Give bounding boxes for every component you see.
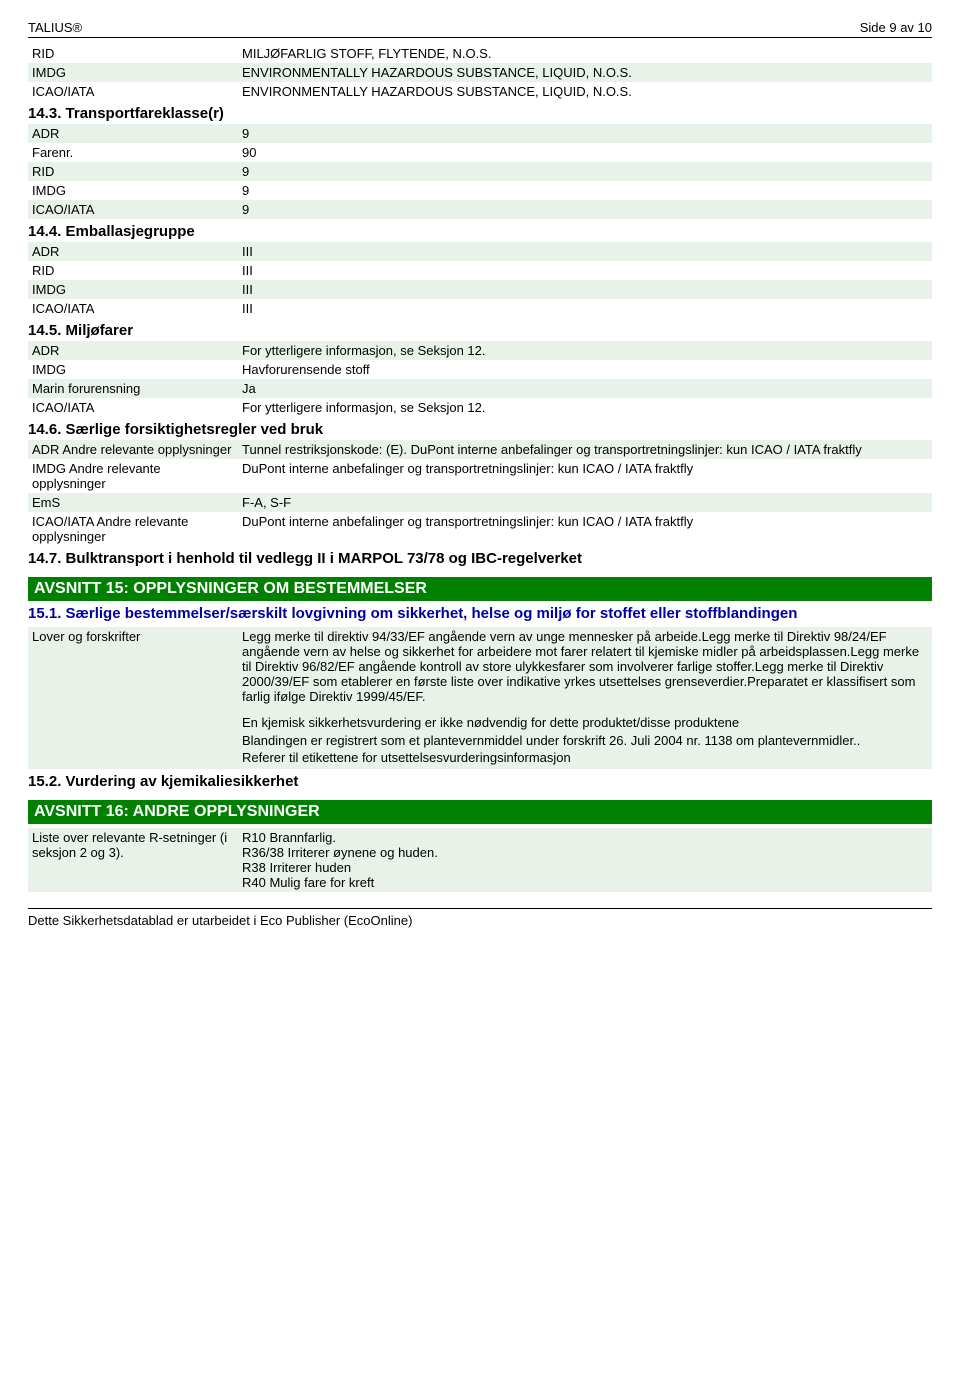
row-label: ADR — [28, 124, 238, 143]
r-phrase: R38 Irriterer huden — [242, 860, 928, 875]
table-row: Lover og forskrifter Legg merke til dire… — [28, 627, 932, 769]
heading-144: 14.4. Emballasjegruppe — [28, 223, 932, 240]
row-value: DuPont interne anbefalinger og transport… — [238, 512, 932, 546]
row-label: IMDG — [28, 181, 238, 200]
heading-147: 14.7. Bulktransport i henhold til vedleg… — [28, 550, 932, 567]
page-container: TALIUS® Side 9 av 10 RID MILJØFARLIG STO… — [0, 0, 960, 948]
table-row: IMDG Andre relevante opplysningerDuPont … — [28, 459, 932, 493]
heading-146: 14.6. Særlige forsiktighetsregler ved br… — [28, 421, 932, 438]
header-title: TALIUS® — [28, 20, 82, 35]
row-label: IMDG — [28, 63, 238, 82]
row-value: III — [238, 280, 932, 299]
table-row: Marin forurensningJa — [28, 379, 932, 398]
heading-152: 15.2. Vurdering av kjemikaliesikkerhet — [28, 773, 932, 790]
paragraph-line: En kjemisk sikkerhetsvurdering er ikke n… — [242, 714, 928, 732]
table-row: RIDIII — [28, 261, 932, 280]
row-label: Marin forurensning — [28, 379, 238, 398]
row-value: 90 — [238, 143, 932, 162]
table-row: ICAO/IATA Andre relevante opplysningerDu… — [28, 512, 932, 546]
row-value: III — [238, 261, 932, 280]
row-value: Havforurensende stoff — [238, 360, 932, 379]
table-row: IMDG ENVIRONMENTALLY HAZARDOUS SUBSTANCE… — [28, 63, 932, 82]
row-label: ADR — [28, 341, 238, 360]
section-16-bar: AVSNITT 16: ANDRE OPPLYSNINGER — [28, 800, 932, 824]
row-value: DuPont interne anbefalinger og transport… — [238, 459, 932, 493]
table-row: ICAO/IATAFor ytterligere informasjon, se… — [28, 398, 932, 417]
row-label: Liste over relevante R-setninger (i seks… — [28, 828, 238, 892]
row-value: 9 — [238, 124, 932, 143]
row-label: Farenr. — [28, 143, 238, 162]
table-row: RID9 — [28, 162, 932, 181]
table-row: ICAO/IATA9 — [28, 200, 932, 219]
row-value: 9 — [238, 200, 932, 219]
table-row: ADRIII — [28, 242, 932, 261]
row-value: 9 — [238, 162, 932, 181]
table-row: ICAO/IATAIII — [28, 299, 932, 318]
row-label: ICAO/IATA — [28, 299, 238, 318]
table-row: ADR Andre relevante opplysningerTunnel r… — [28, 440, 932, 459]
paragraph-block: En kjemisk sikkerhetsvurdering er ikke n… — [242, 714, 928, 767]
paragraph-line: Blandingen er registrert som et planteve… — [242, 732, 928, 750]
table-143: ADR9 Farenr.90 RID9 IMDG9 ICAO/IATA9 — [28, 124, 932, 219]
table-146: ADR Andre relevante opplysningerTunnel r… — [28, 440, 932, 546]
row-value: For ytterligere informasjon, se Seksjon … — [238, 341, 932, 360]
row-label: RID — [28, 162, 238, 181]
row-value: R10 Brannfarlig. R36/38 Irriterer øynene… — [238, 828, 932, 892]
heading-143: 14.3. Transportfareklasse(r) — [28, 105, 932, 122]
row-value: ENVIRONMENTALLY HAZARDOUS SUBSTANCE, LIQ… — [238, 82, 932, 101]
row-label: RID — [28, 261, 238, 280]
paragraph: Legg merke til direktiv 94/33/EF angåend… — [242, 629, 928, 704]
table-row: Farenr.90 — [28, 143, 932, 162]
row-value: F-A, S-F — [238, 493, 932, 512]
row-label: ADR Andre relevante opplysninger — [28, 440, 238, 459]
r-phrase: R40 Mulig fare for kreft — [242, 875, 928, 890]
row-label: ICAO/IATA Andre relevante opplysninger — [28, 512, 238, 546]
page-footer: Dette Sikkerhetsdatablad er utarbeidet i… — [28, 908, 932, 928]
row-value: ENVIRONMENTALLY HAZARDOUS SUBSTANCE, LIQ… — [238, 63, 932, 82]
table-row: IMDGHavforurensende stoff — [28, 360, 932, 379]
table-row: Liste over relevante R-setninger (i seks… — [28, 828, 932, 892]
table-row: ADR9 — [28, 124, 932, 143]
row-value: III — [238, 299, 932, 318]
table-145: ADRFor ytterligere informasjon, se Seksj… — [28, 341, 932, 417]
row-label: IMDG — [28, 280, 238, 299]
header-pagenum: Side 9 av 10 — [860, 20, 932, 35]
table-151: Lover og forskrifter Legg merke til dire… — [28, 627, 932, 769]
r-phrase: R36/38 Irriterer øynene og huden. — [242, 845, 928, 860]
table-row: IMDG9 — [28, 181, 932, 200]
paragraph-line: Referer til etikettene for utsettelsesvu… — [242, 749, 928, 767]
row-value: III — [238, 242, 932, 261]
table-row: IMDGIII — [28, 280, 932, 299]
row-label: ICAO/IATA — [28, 82, 238, 101]
table-row: RID MILJØFARLIG STOFF, FLYTENDE, N.O.S. — [28, 44, 932, 63]
row-label: IMDG Andre relevante opplysninger — [28, 459, 238, 493]
heading-145: 14.5. Miljøfarer — [28, 322, 932, 339]
heading-151: 15.1. Særlige bestemmelser/særskilt lovg… — [28, 605, 932, 623]
top-labels-table: RID MILJØFARLIG STOFF, FLYTENDE, N.O.S. … — [28, 44, 932, 101]
table-row: ADRFor ytterligere informasjon, se Seksj… — [28, 341, 932, 360]
row-value: MILJØFARLIG STOFF, FLYTENDE, N.O.S. — [238, 44, 932, 63]
row-value: 9 — [238, 181, 932, 200]
table-row: ICAO/IATA ENVIRONMENTALLY HAZARDOUS SUBS… — [28, 82, 932, 101]
table-16: Liste over relevante R-setninger (i seks… — [28, 828, 932, 892]
row-value: Legg merke til direktiv 94/33/EF angåend… — [238, 627, 932, 769]
row-label: RID — [28, 44, 238, 63]
table-144: ADRIII RIDIII IMDGIII ICAO/IATAIII — [28, 242, 932, 318]
table-row: EmSF-A, S-F — [28, 493, 932, 512]
page-header: TALIUS® Side 9 av 10 — [28, 20, 932, 38]
row-label: ADR — [28, 242, 238, 261]
row-value: For ytterligere informasjon, se Seksjon … — [238, 398, 932, 417]
row-label: ICAO/IATA — [28, 398, 238, 417]
row-label: IMDG — [28, 360, 238, 379]
row-value: Ja — [238, 379, 932, 398]
row-label: Lover og forskrifter — [28, 627, 238, 769]
row-label: EmS — [28, 493, 238, 512]
row-label: ICAO/IATA — [28, 200, 238, 219]
r-phrase: R10 Brannfarlig. — [242, 830, 928, 845]
row-value: Tunnel restriksjonskode: (E). DuPont int… — [238, 440, 932, 459]
section-15-bar: AVSNITT 15: OPPLYSNINGER OM BESTEMMELSER — [28, 577, 932, 601]
